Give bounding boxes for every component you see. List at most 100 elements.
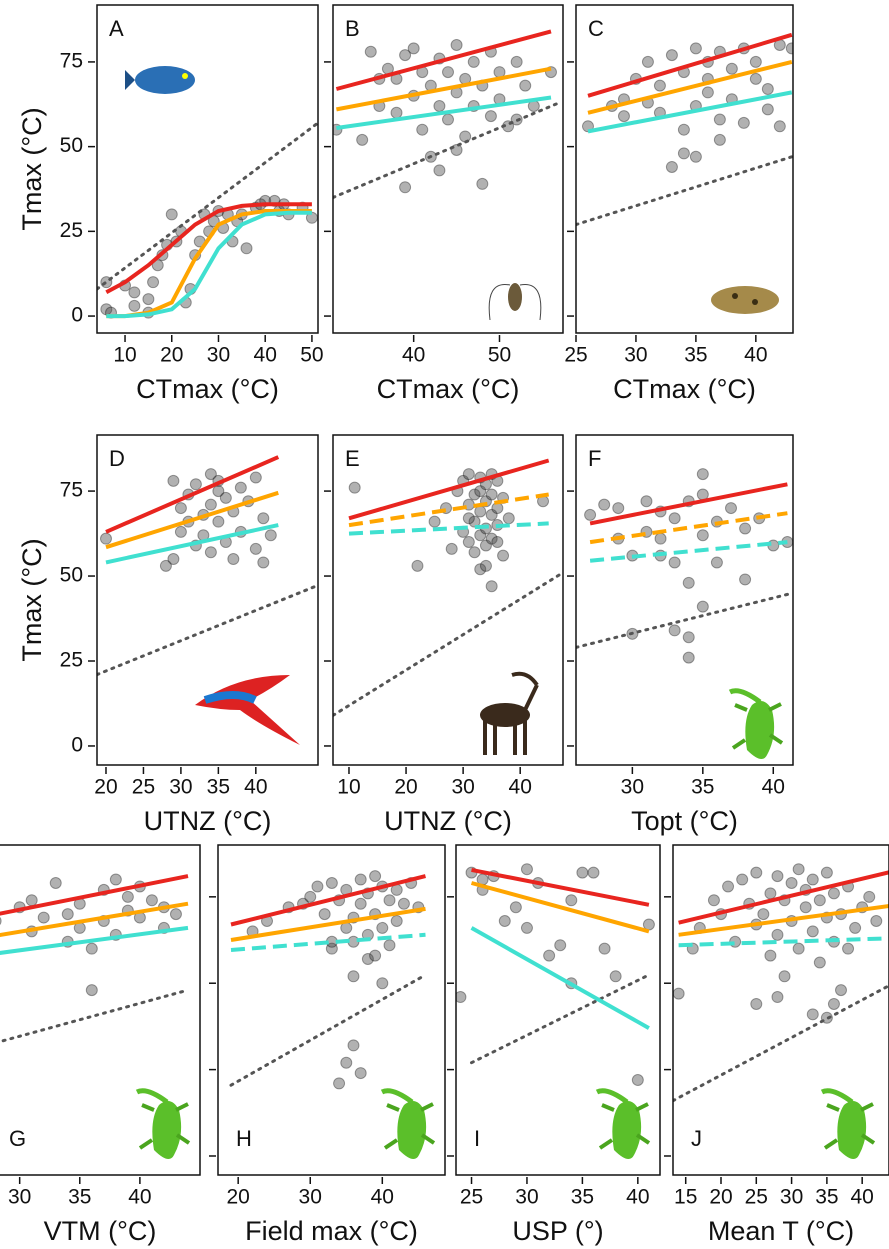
point (673, 987, 685, 1000)
point (304, 890, 317, 903)
point (227, 553, 240, 566)
point (212, 515, 225, 528)
point (433, 99, 446, 112)
panel: 25 30 35 40 USP (°) I (447, 844, 661, 1246)
point (668, 556, 681, 569)
point (121, 890, 134, 903)
point (485, 508, 498, 521)
point (109, 873, 122, 886)
fit-line (678, 870, 889, 925)
point (764, 949, 777, 962)
point (204, 498, 217, 511)
y-tick-label: 0 (71, 734, 83, 757)
point (145, 894, 158, 907)
plot-frame (575, 4, 794, 334)
point (459, 130, 472, 143)
point (485, 580, 498, 593)
fit-line (589, 482, 788, 526)
point (249, 542, 262, 555)
panel-label: H (236, 1126, 252, 1151)
point (485, 488, 498, 501)
icon-shape (612, 1101, 642, 1159)
fit-line (589, 511, 788, 545)
fit-line (576, 155, 793, 227)
point (411, 559, 424, 572)
panel: 0 25 50 75 20 25 30 35 40 UTNZ (°C) Tmax (°C) D (17, 434, 319, 836)
point (849, 921, 862, 934)
x-tick-label: 30 (780, 1186, 803, 1209)
point (785, 877, 798, 890)
icon-shape (752, 299, 758, 305)
x-tick-label: 25 (564, 344, 587, 367)
point (737, 116, 750, 129)
point (462, 468, 475, 481)
point (445, 542, 458, 555)
fit-line (589, 540, 788, 563)
point (174, 525, 187, 538)
point (204, 546, 217, 559)
point (318, 908, 331, 921)
point (554, 939, 567, 952)
fit-line (587, 59, 793, 115)
x-tick-label: 30 (451, 776, 474, 799)
plot-frame (0, 844, 201, 1176)
point (773, 120, 786, 133)
x-tick-label: 40 (244, 776, 267, 799)
plot-area (333, 29, 562, 321)
panel: 40 50 CTmax (°C) B (324, 4, 564, 404)
point (433, 164, 446, 177)
point (333, 1077, 346, 1090)
point (347, 1039, 360, 1052)
point (792, 942, 805, 955)
panel-label: A (109, 16, 124, 41)
point (502, 512, 515, 525)
fit-line (587, 32, 793, 98)
icon-shape (182, 73, 188, 79)
point (785, 42, 793, 55)
x-tick-label: 35 (691, 776, 714, 799)
x-axis-label: CTmax (°C) (377, 374, 520, 404)
point (519, 79, 532, 92)
x-tick-label: 30 (207, 344, 230, 367)
plot-frame (455, 844, 661, 1176)
x-axis-label: CTmax (°C) (136, 374, 279, 404)
point (474, 529, 487, 542)
x-axis-label: VTM (°C) (44, 1216, 157, 1246)
point (827, 887, 840, 900)
x-tick-label: 15 (674, 1186, 697, 1209)
point (696, 468, 709, 481)
point (612, 502, 625, 515)
point (665, 49, 678, 62)
point (640, 495, 653, 508)
plot-frame (672, 844, 889, 1176)
point (416, 123, 429, 136)
fit-line (97, 584, 318, 677)
point (474, 485, 487, 498)
point (668, 624, 681, 637)
point (665, 160, 678, 173)
fit-line (230, 906, 426, 942)
x-tick-label: 50 (488, 344, 511, 367)
point (764, 887, 777, 900)
plot-frame (217, 844, 446, 1176)
icon-shape (732, 293, 738, 299)
point (696, 529, 709, 542)
point (25, 894, 38, 907)
animal-icon (135, 1088, 191, 1159)
x-tick-label: 40 (626, 1186, 649, 1209)
point (399, 181, 412, 194)
x-tick-label: 35 (68, 1186, 91, 1209)
fit-line (333, 101, 562, 199)
y-tick-label: 50 (60, 564, 83, 587)
point (85, 984, 98, 997)
fit-line (105, 490, 279, 550)
fit-line (229, 973, 427, 1087)
point (806, 925, 819, 938)
point (813, 894, 826, 907)
x-tick-label: 30 (169, 776, 192, 799)
point (835, 984, 847, 997)
point (682, 631, 695, 644)
icon-shape (203, 691, 257, 704)
point (799, 901, 812, 914)
